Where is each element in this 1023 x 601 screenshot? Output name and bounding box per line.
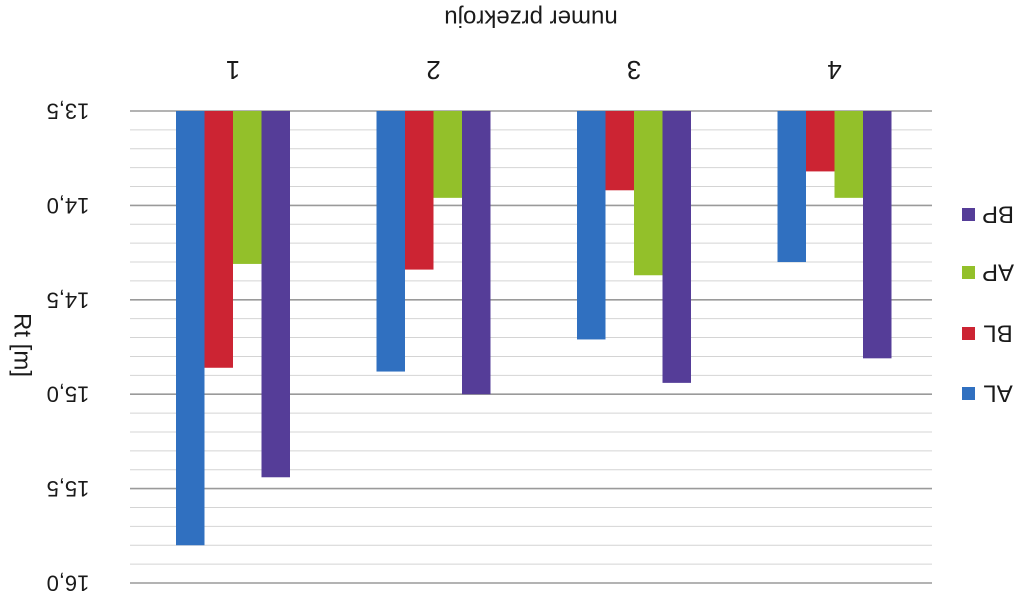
bar-bp-3 bbox=[662, 111, 691, 383]
bar-al-1 bbox=[176, 111, 205, 546]
plot-area bbox=[130, 110, 932, 584]
y-tick-label: 15,5 bbox=[47, 476, 90, 501]
bar-ap-4 bbox=[834, 111, 863, 198]
x-tick-label: 4 bbox=[827, 55, 841, 85]
legend-swatch-bp bbox=[962, 208, 975, 221]
legend: BP AP BL AL bbox=[962, 201, 1014, 407]
y-tick-label: 13,5 bbox=[47, 99, 90, 124]
bar-ap-2 bbox=[433, 111, 462, 198]
bar-bl-3 bbox=[605, 111, 634, 191]
bar-al-2 bbox=[376, 111, 405, 372]
bar-ap-3 bbox=[634, 111, 663, 276]
x-tick-label: 2 bbox=[426, 55, 440, 85]
bar-bp-4 bbox=[863, 111, 892, 359]
x-axis: 1 2 3 4 bbox=[226, 55, 842, 85]
legend-swatch-bl bbox=[962, 327, 975, 340]
legend-label-bp: BP bbox=[982, 201, 1014, 228]
legend-label-bl: BL bbox=[983, 320, 1012, 347]
y-tick-label: 14,0 bbox=[47, 193, 90, 218]
y-tick-label: 14,5 bbox=[47, 287, 90, 312]
x-tick-label: 1 bbox=[226, 55, 240, 85]
bar-bl-2 bbox=[405, 111, 434, 270]
bar-bl-4 bbox=[806, 111, 835, 172]
y-axis: 13,5 14,0 14,5 15,0 15,5 16,0 bbox=[47, 99, 90, 596]
x-axis-title: numer przekroju bbox=[444, 5, 617, 32]
bar-bp-2 bbox=[462, 111, 491, 395]
bar-al-4 bbox=[777, 111, 806, 263]
x-tick-label: 3 bbox=[627, 55, 641, 85]
y-axis-title: Rt [m] bbox=[9, 313, 36, 377]
bar-bl-1 bbox=[204, 111, 233, 368]
y-tick-label: 16,0 bbox=[47, 571, 90, 596]
bar-al-3 bbox=[577, 111, 606, 340]
bar-ap-1 bbox=[233, 111, 262, 264]
legend-swatch-al bbox=[962, 387, 975, 400]
bar-bp-1 bbox=[261, 111, 290, 478]
legend-swatch-ap bbox=[962, 266, 975, 279]
y-tick-label: 15,0 bbox=[47, 382, 90, 407]
legend-label-ap: AP bbox=[982, 259, 1014, 286]
legend-label-al: AL bbox=[983, 380, 1012, 407]
